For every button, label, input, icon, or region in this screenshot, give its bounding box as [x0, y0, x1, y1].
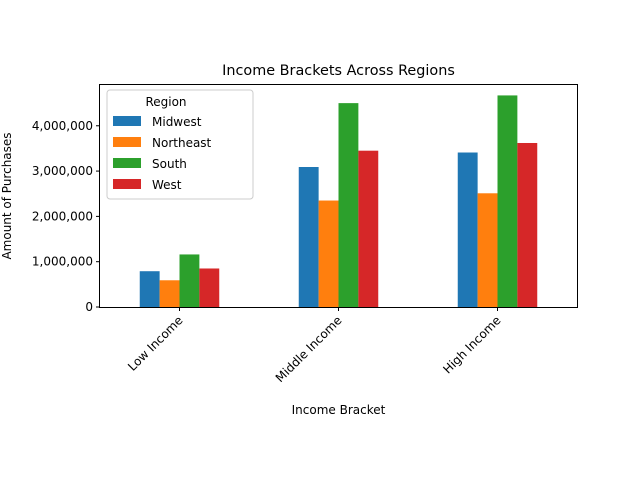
x-tick-label: High Income [440, 313, 503, 376]
legend-label-midwest: Midwest [152, 115, 202, 129]
bar-west-0 [199, 268, 220, 307]
bar-midwest-2 [457, 152, 478, 307]
bar-northeast-2 [477, 193, 498, 307]
y-tick-label: 2,000,000 [32, 209, 93, 223]
legend-swatch-west [113, 179, 141, 189]
chart-title: Income Brackets Across Regions [222, 63, 455, 79]
legend-swatch-midwest [113, 116, 141, 126]
bar-midwest-1 [298, 167, 319, 307]
x-tick-label: Middle Income [273, 313, 345, 385]
legend-label-west: West [152, 178, 182, 192]
bar-south-2 [497, 95, 518, 307]
legend-swatch-south [113, 158, 141, 168]
bar-west-1 [358, 150, 379, 307]
bar-west-2 [517, 142, 538, 307]
y-tick-label: 4,000,000 [32, 119, 93, 133]
y-tick-label: 1,000,000 [32, 255, 93, 269]
y-tick-label: 0 [85, 300, 93, 314]
y-tick-label: 3,000,000 [32, 164, 93, 178]
bar-northeast-1 [318, 200, 339, 307]
legend-swatch-northeast [113, 137, 141, 147]
y-axis: 0 1,000,000 2,000,000 3,000,000 4,000,000 [32, 119, 100, 314]
x-axis-label: Income Bracket [292, 403, 386, 417]
bar-northeast-0 [159, 280, 180, 307]
legend-label-northeast: Northeast [152, 136, 212, 150]
legend-frame [106, 89, 254, 200]
bars-layer [139, 95, 538, 307]
legend-title: Region [145, 95, 186, 109]
bar-midwest-0 [139, 271, 160, 307]
y-axis-label: Amount of Purchases [0, 132, 14, 259]
x-tick-label: Low Income [125, 313, 186, 374]
x-axis: Low Income Middle Income High Income [125, 307, 504, 385]
legend: Region Midwest Northeast South West [106, 89, 254, 200]
legend-entries: Midwest Northeast South West [113, 115, 212, 192]
bar-south-0 [179, 254, 200, 307]
bar-south-1 [338, 103, 359, 307]
legend-label-south: South [152, 157, 187, 171]
